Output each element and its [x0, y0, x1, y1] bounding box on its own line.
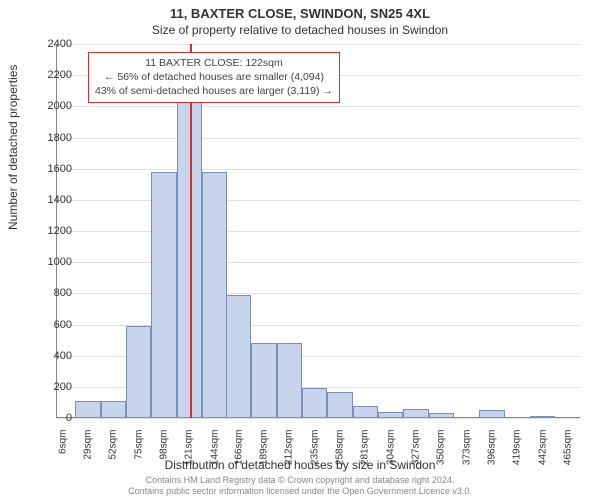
x-tick-label: 419sqm	[512, 430, 523, 470]
x-tick-label: 75sqm	[133, 430, 144, 470]
x-tick-label: 258sqm	[335, 430, 346, 470]
x-tick-label: 144sqm	[209, 430, 220, 470]
histogram-bar	[226, 295, 251, 418]
histogram-bar	[353, 406, 378, 418]
y-tick-label: 1200	[28, 225, 72, 237]
gridline-h	[56, 106, 580, 107]
histogram-bar	[151, 172, 176, 418]
y-tick-label: 1000	[28, 256, 72, 268]
y-tick-label: 600	[28, 319, 72, 331]
y-tick-label: 2000	[28, 100, 72, 112]
gridline-h	[56, 169, 580, 170]
x-tick-label: 29sqm	[82, 430, 93, 470]
histogram-bar	[75, 401, 100, 418]
histogram-bar	[403, 409, 428, 418]
page-title-sub: Size of property relative to detached ho…	[0, 21, 600, 41]
y-tick-label: 1400	[28, 194, 72, 206]
y-tick-label: 400	[28, 350, 72, 362]
x-tick-label: 327sqm	[410, 430, 421, 470]
x-tick-label: 212sqm	[284, 430, 295, 470]
y-tick-label: 1800	[28, 132, 72, 144]
histogram-bar	[302, 388, 327, 418]
page-title-main: 11, BAXTER CLOSE, SWINDON, SN25 4XL	[0, 0, 600, 21]
x-tick-label: 350sqm	[436, 430, 447, 470]
attribution-line-2: Contains public sector information licen…	[0, 486, 600, 498]
histogram-bar	[479, 410, 504, 418]
x-tick-label: 6sqm	[57, 430, 68, 470]
x-tick-label: 442sqm	[537, 430, 548, 470]
histogram-bar	[126, 326, 151, 418]
attribution-text: Contains HM Land Registry data © Crown c…	[0, 475, 600, 498]
x-tick-label: 98sqm	[158, 430, 169, 470]
info-line-2: ← 56% of detached houses are smaller (4,…	[95, 70, 333, 84]
x-tick-label: 304sqm	[385, 430, 396, 470]
info-line-1: 11 BAXTER CLOSE: 122sqm	[95, 56, 333, 70]
histogram-bar	[251, 343, 276, 418]
y-tick-label: 1600	[28, 163, 72, 175]
histogram-bar	[429, 413, 454, 418]
y-tick-label: 2200	[28, 69, 72, 81]
x-tick-label: 373sqm	[461, 430, 472, 470]
x-tick-label: 465sqm	[562, 430, 573, 470]
x-tick-label: 189sqm	[259, 430, 270, 470]
x-tick-label: 52sqm	[108, 430, 119, 470]
attribution-line-1: Contains HM Land Registry data © Crown c…	[0, 475, 600, 487]
x-tick-label: 121sqm	[184, 430, 195, 470]
x-tick-label: 281sqm	[360, 430, 371, 470]
histogram-bar	[378, 412, 403, 418]
y-tick-label: 800	[28, 287, 72, 299]
gridline-h	[56, 262, 580, 263]
x-tick-label: 166sqm	[233, 430, 244, 470]
gridline-h	[56, 200, 580, 201]
x-tick-label: 235sqm	[309, 430, 320, 470]
y-tick-label: 200	[28, 381, 72, 393]
marker-info-box: 11 BAXTER CLOSE: 122sqm ← 56% of detache…	[88, 52, 340, 103]
gridline-h	[56, 231, 580, 232]
info-line-3: 43% of semi-detached houses are larger (…	[95, 84, 333, 98]
histogram-bar	[327, 392, 352, 418]
y-axis-label: Number of detached properties	[6, 65, 20, 230]
gridline-h	[56, 44, 580, 45]
histogram-bar	[202, 172, 227, 418]
y-tick-label: 2400	[28, 38, 72, 50]
histogram-bar	[277, 343, 302, 418]
histogram-chart: 11 BAXTER CLOSE: 122sqm ← 56% of detache…	[56, 44, 580, 418]
y-tick-label: 0	[28, 412, 72, 424]
histogram-bar	[177, 78, 202, 418]
gridline-h	[56, 293, 580, 294]
x-tick-label: 396sqm	[486, 430, 497, 470]
gridline-h	[56, 418, 580, 419]
histogram-bar	[101, 401, 126, 418]
gridline-h	[56, 138, 580, 139]
histogram-bar	[530, 416, 555, 418]
